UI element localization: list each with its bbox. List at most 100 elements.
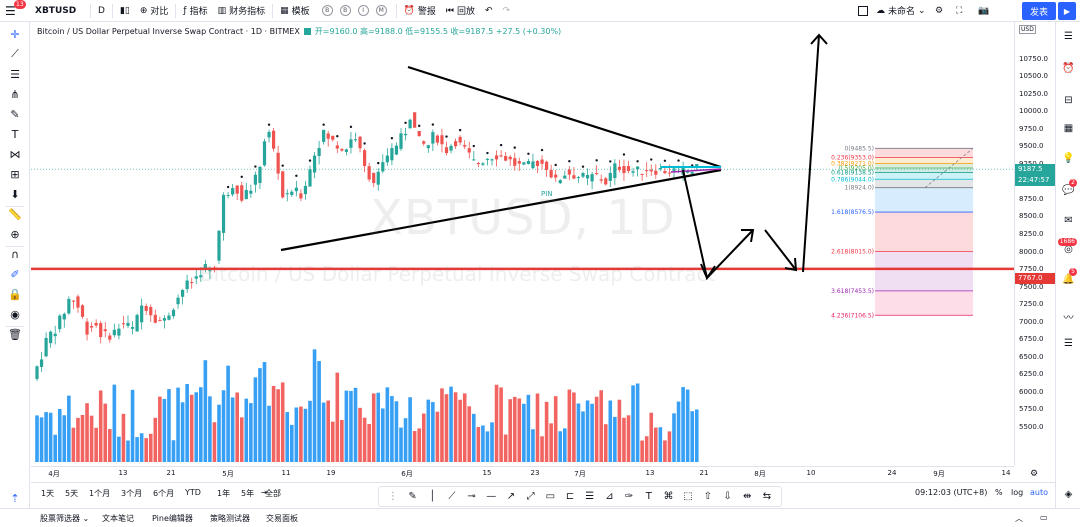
chart-style-button[interactable]: ▮▯ [115,0,135,22]
pen-icon[interactable]: ✑ [624,491,634,502]
range-button[interactable]: YTD [185,488,201,497]
log-toggle[interactable]: log [1011,488,1024,497]
percent-toggle[interactable]: % [995,488,1003,497]
date-range-button[interactable]: ⇥ [261,488,268,497]
horizontal-ray-icon[interactable]: ⊸ [467,491,476,502]
layers-icon[interactable]: ◈ [1064,488,1073,500]
templates-button[interactable]: ▦ 模板 [275,0,315,22]
drag-handle-icon[interactable]: ⋮ [387,491,398,502]
chat-icon[interactable]: 💬 2 [1062,179,1077,196]
pattern-icon[interactable]: ⌘ [663,491,674,502]
replay-button[interactable]: ⏮ 回放 [441,0,480,22]
circle-button-1[interactable]: B [321,5,333,16]
prediction-icon[interactable]: ⊞ [10,167,20,181]
tab-trading-panel[interactable]: 交易面板 [266,514,298,523]
range-button[interactable]: 1天 [41,489,55,498]
price-axis[interactable]: USD 10750.0 10500.0 10250.0 10000.0 9750.0 95… [1014,22,1055,466]
chevron-up-icon[interactable]: ⇡ [10,491,20,505]
financials-button[interactable]: ▥ 财务指标 [213,0,271,22]
lock-icon[interactable]: 🔒 [8,287,22,301]
arrow-up-icon[interactable]: ⇧ [703,491,713,502]
alerts-icon[interactable]: 🔔 5 [1062,268,1077,285]
range-button[interactable]: 5年 [241,489,255,498]
range-button[interactable]: 5天 [65,489,79,498]
range-button[interactable]: 1年 [217,489,231,498]
maximize-panel-button[interactable]: ▭ [1040,513,1048,522]
trend-line-icon[interactable]: ⟋ [448,491,456,502]
data-window-icon[interactable]: ⊟ [1064,94,1073,106]
watchlist-icon[interactable]: ☰ [1064,30,1073,42]
tab-strategy-tester[interactable]: 策略测试器 [210,514,250,523]
chart-canvas[interactable]: 0(9485.5) 0.236(9353.0)0.382(9271.0)0.5(9… [31,22,1014,466]
parallel-channel-icon[interactable]: ⊏ [565,491,575,502]
interval-button[interactable]: D [98,5,105,16]
circle-button-4[interactable]: M [375,5,387,16]
price-range-icon[interactable]: ⇹ [743,491,752,502]
chart-pane[interactable]: 0(9485.5) 0.236(9353.0) 0.382(9271.0) 0.5(9… [31,22,1014,466]
trend-line-icon[interactable]: ⟋ [11,47,19,60]
fullscreen-button[interactable]: ⛶ [951,0,967,22]
alert-button[interactable]: ⏰ 警报 [399,0,441,22]
notifications-icon[interactable]: ◎ 1686 [1057,238,1077,255]
snapshot-button[interactable]: 📷 [973,0,994,22]
ruler-icon[interactable]: 📏 [6,206,24,222]
tab-stock-screener[interactable]: 股票筛选器 ⌄ [40,513,89,524]
play-button[interactable]: ▶ [1058,2,1076,20]
text-icon[interactable]: T [645,491,652,502]
horizontal-line-icon[interactable]: — [486,491,497,502]
fork-icon[interactable]: ⋔ [10,87,20,101]
axis-settings-button[interactable]: ⚙ [1026,467,1042,481]
date-range-icon[interactable]: ⇆ [762,491,772,502]
ideas-icon[interactable]: 〰 [1063,312,1074,324]
undo-button[interactable]: ↶ [480,0,498,22]
callout-icon[interactable]: ⬚ [683,491,693,502]
redo-button[interactable]: ↷ [498,0,516,22]
range-button[interactable]: 3个月 [121,489,143,498]
stay-drawing-icon[interactable]: ✐ [10,267,20,281]
messages-icon[interactable]: ✉ [1064,214,1073,226]
settings-button[interactable]: ⚙ [930,0,948,22]
rectangle-icon[interactable]: ▭ [545,491,556,502]
volume-bar [76,417,80,462]
brush-icon[interactable]: ✎ [10,107,20,121]
circle-button-2[interactable]: B [339,5,351,16]
hotlist-icon[interactable]: ☰ [1064,337,1073,349]
tab-pine-editor[interactable]: Pine编辑器 [152,514,193,523]
magnet-icon[interactable]: ∩ [6,246,24,262]
range-button[interactable]: 1个月 [89,489,111,498]
range-button[interactable]: 全部 [265,489,281,498]
pattern-icon[interactable]: ⋈ [9,147,21,161]
range-button[interactable]: 6个月 [153,489,175,498]
horizontal-lines-icon[interactable]: ☰ [10,67,20,81]
clock-time[interactable]: 09:12:03 (UTC+8) [915,488,988,497]
brush-icon[interactable]: ✎ [408,491,417,502]
layout-name-button[interactable]: ☁ 未命名 ⌄ [871,0,931,22]
time-axis[interactable]: 4月 13 21 5月 11 19 6月 15 23 7月 13 21 8月 10 24 9月 14 [31,466,1014,481]
arrow-down-icon[interactable]: ⇩ [723,491,732,502]
collapse-panel-button[interactable]: ︿ [1015,513,1023,524]
tab-text-notes[interactable]: 文本笔记 [102,514,134,523]
layout-toggle[interactable] [853,0,873,22]
fib-fan-icon[interactable]: ⊿ [605,491,614,502]
calendar-icon[interactable]: ▦ [1063,122,1074,134]
indicators-button[interactable]: ƒ 指标 [178,0,212,22]
vertical-line-icon[interactable]: │ [429,491,436,502]
alarm-clock-icon[interactable]: ⏰ [1062,62,1075,74]
circle-button-3[interactable]: I [357,5,369,16]
zoom-in-icon[interactable]: ⊕ [10,227,20,241]
ray-icon[interactable]: ↗ [506,491,516,502]
auto-toggle[interactable]: auto [1030,488,1049,497]
eye-icon[interactable]: ◉ [10,307,20,321]
compare-button[interactable]: ⊕ 对比 [135,0,174,22]
extended-line-icon[interactable]: ⤢ [526,491,535,502]
crosshair-icon[interactable]: ✛ [10,27,20,41]
symbol-search[interactable]: XBTUSD [35,5,77,16]
publish-button[interactable]: 发表 [1022,2,1056,20]
text-icon[interactable]: T [11,127,19,141]
arrow-down-icon[interactable]: ⬇ [10,187,20,201]
fib-retracement-icon[interactable]: ☰ [585,491,595,502]
menu-button[interactable]: ☰ 13 [0,0,30,22]
currency-label[interactable]: USD [1019,25,1036,34]
trash-icon[interactable]: 🗑 [6,326,24,342]
lightbulb-icon[interactable]: 💡 [1062,152,1075,164]
